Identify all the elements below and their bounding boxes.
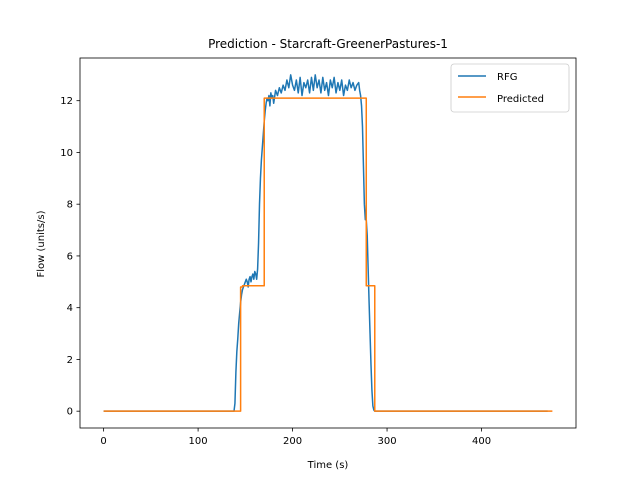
series-line-rfg xyxy=(103,74,548,412)
y-tick-label: 10 xyxy=(60,148,73,159)
y-tick-label: 0 xyxy=(67,407,73,418)
x-tick-label: 100 xyxy=(189,436,208,447)
axes-frame xyxy=(79,57,577,429)
legend-label-predicted: Predicted xyxy=(497,94,544,105)
x-axis-label: Time (s) xyxy=(307,460,349,471)
series-lines xyxy=(103,74,553,412)
x-tick-label: 400 xyxy=(472,436,491,447)
chart-title: Prediction - Starcraft-GreenerPastures-1 xyxy=(208,37,448,51)
x-axis-ticks: 0 100 200 300 400 xyxy=(100,428,491,447)
y-tick-label: 8 xyxy=(67,200,73,211)
series-line-predicted xyxy=(103,97,553,412)
legend-label-rfg: RFG xyxy=(497,72,517,83)
y-tick-label: 6 xyxy=(67,251,73,262)
plot-area xyxy=(79,57,577,429)
y-axis-ticks: 0 2 4 6 8 10 12 xyxy=(60,96,80,418)
y-tick-label: 4 xyxy=(67,303,73,314)
legend: RFG Predicted xyxy=(450,63,570,113)
y-tick-label: 2 xyxy=(67,355,73,366)
x-tick-label: 0 xyxy=(100,436,106,447)
x-tick-label: 300 xyxy=(378,436,397,447)
y-axis-label: Flow (units/s) xyxy=(36,210,47,277)
x-tick-label: 200 xyxy=(283,436,302,447)
y-tick-label: 12 xyxy=(60,96,73,107)
